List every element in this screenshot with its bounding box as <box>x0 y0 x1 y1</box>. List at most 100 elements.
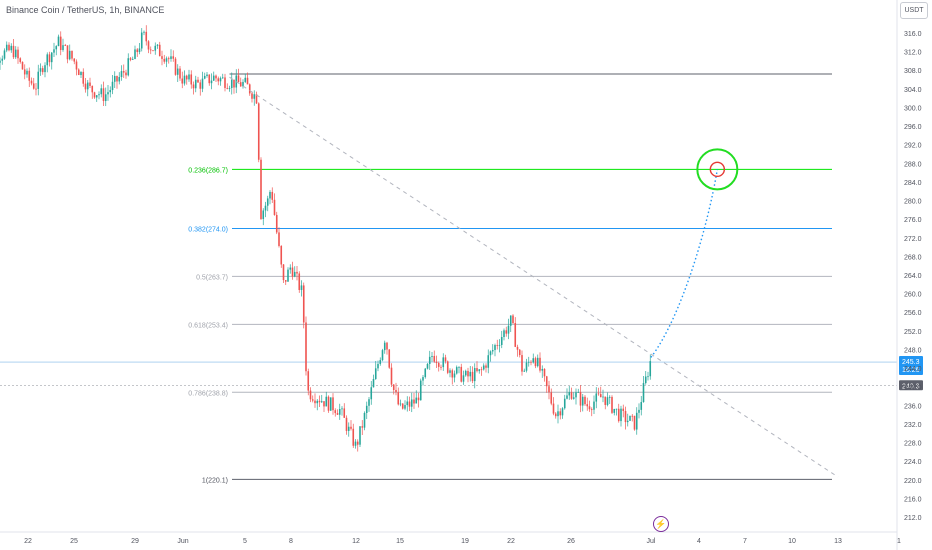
candle-body <box>298 273 301 290</box>
candle-body <box>507 325 510 334</box>
candle-body <box>498 344 501 346</box>
candle-body <box>444 357 447 362</box>
candle-body <box>577 392 580 393</box>
projection-path <box>650 169 719 358</box>
candle-body <box>606 397 609 405</box>
candle-body <box>158 44 161 57</box>
candle-body <box>129 58 132 60</box>
candle-body <box>233 79 235 88</box>
candle-body <box>248 84 251 94</box>
candle-body <box>19 58 22 62</box>
candle-body <box>617 408 620 422</box>
candle-body <box>253 94 256 99</box>
candle-body <box>35 88 37 90</box>
y-tick-label: 264.0 <box>904 273 922 280</box>
annotations: 245.316:26 240.3 <box>229 76 923 478</box>
candle-body <box>293 271 296 277</box>
candle-body <box>113 76 116 82</box>
candle-body <box>23 69 26 75</box>
candle-body <box>440 366 442 368</box>
candle-body <box>626 420 629 423</box>
candle-body <box>548 386 550 393</box>
candle-body <box>516 346 519 350</box>
fib-level-label: 0.382(274.0) <box>188 226 228 233</box>
candle-body <box>244 77 247 82</box>
flash-icon[interactable]: ⚡ <box>653 516 669 532</box>
candle-body <box>64 45 67 46</box>
y-tick-label: 260.0 <box>904 292 922 299</box>
candle-body <box>122 71 125 73</box>
candle-body <box>179 68 181 79</box>
candle-body <box>226 87 229 89</box>
candle-body <box>379 360 382 364</box>
y-tick-label: 256.0 <box>904 310 922 317</box>
candle-body <box>190 74 193 85</box>
y-tick-label: 276.0 <box>904 217 922 224</box>
candle-body <box>419 380 422 401</box>
candle-body <box>75 61 78 70</box>
candle-body <box>561 408 564 416</box>
candle-body <box>437 363 440 367</box>
candle-body <box>413 399 415 404</box>
x-tick-label: 5 <box>243 538 247 545</box>
candle-body <box>370 387 373 400</box>
candle-body <box>408 401 411 407</box>
candle-body <box>422 377 424 381</box>
x-tick-label: 22 <box>507 538 515 545</box>
candle-body <box>525 362 528 371</box>
candle-body <box>325 396 328 407</box>
candle-body <box>257 103 260 160</box>
candle-body <box>352 428 355 446</box>
fib-level-label: 1(220.1) <box>202 477 228 484</box>
y-tick-label: 236.0 <box>904 403 922 410</box>
y-tick-label: 304.0 <box>904 87 922 94</box>
candle-body <box>188 74 190 80</box>
candle-body <box>212 75 215 81</box>
y-tick-label: 312.0 <box>904 50 922 57</box>
candle-body <box>156 44 159 46</box>
candle-body <box>586 404 589 407</box>
candle-body <box>271 191 274 200</box>
candle-body <box>264 205 267 211</box>
candle-body <box>55 46 58 50</box>
candle-body <box>77 69 80 76</box>
candles <box>0 25 652 452</box>
candle-body <box>194 79 197 89</box>
candle-body <box>404 405 406 409</box>
target-inner-circle <box>709 161 726 178</box>
candle-body <box>489 351 492 356</box>
y-tick-label: 240.0 <box>904 385 922 392</box>
candle-body <box>649 361 652 377</box>
candle-body <box>300 285 303 290</box>
candle-body <box>563 398 566 409</box>
candle-body <box>485 365 487 368</box>
price-tag-label: 240.3 <box>902 383 920 390</box>
candle-body <box>446 361 449 373</box>
candle-body <box>262 210 265 220</box>
candle-body <box>305 322 307 372</box>
candle-body <box>462 375 465 382</box>
candle-body <box>251 93 253 99</box>
candle-body <box>269 191 271 199</box>
candle-body <box>118 77 121 82</box>
candle-body <box>255 94 258 104</box>
candle-body <box>386 342 388 350</box>
candle-body <box>410 399 413 407</box>
candle-body <box>635 412 638 430</box>
candle-body <box>406 401 409 406</box>
candle-body <box>284 280 287 282</box>
candle-body <box>467 370 469 377</box>
candle-body <box>143 31 145 33</box>
candle-body <box>100 88 103 95</box>
candle-body <box>460 366 463 382</box>
candle-body <box>327 396 330 411</box>
candle-body <box>152 50 154 52</box>
candle-body <box>415 397 418 404</box>
candle-body <box>365 405 368 413</box>
candle-body <box>217 78 220 82</box>
currency-button[interactable]: USDT <box>900 2 928 19</box>
candle-body <box>185 75 188 80</box>
candle-body <box>57 36 60 47</box>
